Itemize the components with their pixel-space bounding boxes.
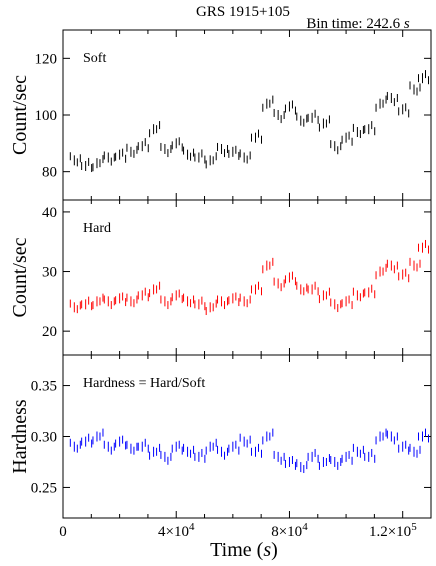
panel-2-label: Hardness = Hard/Soft <box>83 376 205 391</box>
panel-2-y-tick-label-2: 0.35 <box>31 379 57 395</box>
panel-0-y-tick-label-0: 80 <box>42 165 57 181</box>
panel-2-x-tick-label-3-exponent: 5 <box>411 521 417 533</box>
panel-1-y-axis-label: Count/sec <box>9 237 31 317</box>
panel-1-y-tick-label-0: 20 <box>42 324 57 340</box>
panel-0-y-tick-label-1: 100 <box>35 108 58 124</box>
panel-0-y-tick-label-2: 120 <box>35 51 58 67</box>
panel-2-x-tick-label-2-exponent: 4 <box>302 521 308 533</box>
bin-time-unit: s <box>404 16 410 32</box>
x-axis-label-unit: s <box>263 539 271 561</box>
panel-2-x-tick-label-3: 1.2×105 <box>369 521 417 540</box>
x-axis-label: Time (s) <box>210 539 278 561</box>
panel-1-label: Hard <box>83 221 111 236</box>
panel-0-label: Soft <box>83 51 106 66</box>
panel-2-x-tick-label-0-mantissa: 0 <box>59 524 67 540</box>
chart-title: GRS 1915+105 <box>196 4 290 20</box>
bin-time-label: Bin time: 242.6 s <box>306 16 410 32</box>
panel-2-x-tick-label-2-mantissa: 8×10 <box>271 524 302 540</box>
panel-2-y-tick-label-1: 0.30 <box>31 430 57 446</box>
panel-1-y-tick-label-2: 40 <box>42 205 57 221</box>
panel-2-x-tick-label-1-exponent: 4 <box>189 521 195 533</box>
panel-2-x-tick-label-3-mantissa: 1.2×10 <box>369 524 411 540</box>
bin-time-text: Bin time: 242.6 <box>306 16 400 32</box>
x-axis-label-suffix: ) <box>271 539 278 561</box>
panel-2-y-axis-label: Hardness <box>9 399 31 474</box>
panel-0-frame <box>62 29 432 201</box>
panel-0-y-axis-label: Count/sec <box>9 75 31 155</box>
panel-2-y-tick-label-0: 0.25 <box>31 480 57 496</box>
panel-2-x-tick-label-2: 8×104 <box>271 521 308 540</box>
panel-2-x-tick-label-1: 4×104 <box>158 521 195 540</box>
panel-2-x-tick-label-0: 0 <box>59 524 67 540</box>
x-axis-label-prefix: Time ( <box>210 539 264 561</box>
panel-2-x-tick-label-1-mantissa: 4×10 <box>158 524 189 540</box>
panel-1-y-tick-label-1: 30 <box>42 265 57 281</box>
